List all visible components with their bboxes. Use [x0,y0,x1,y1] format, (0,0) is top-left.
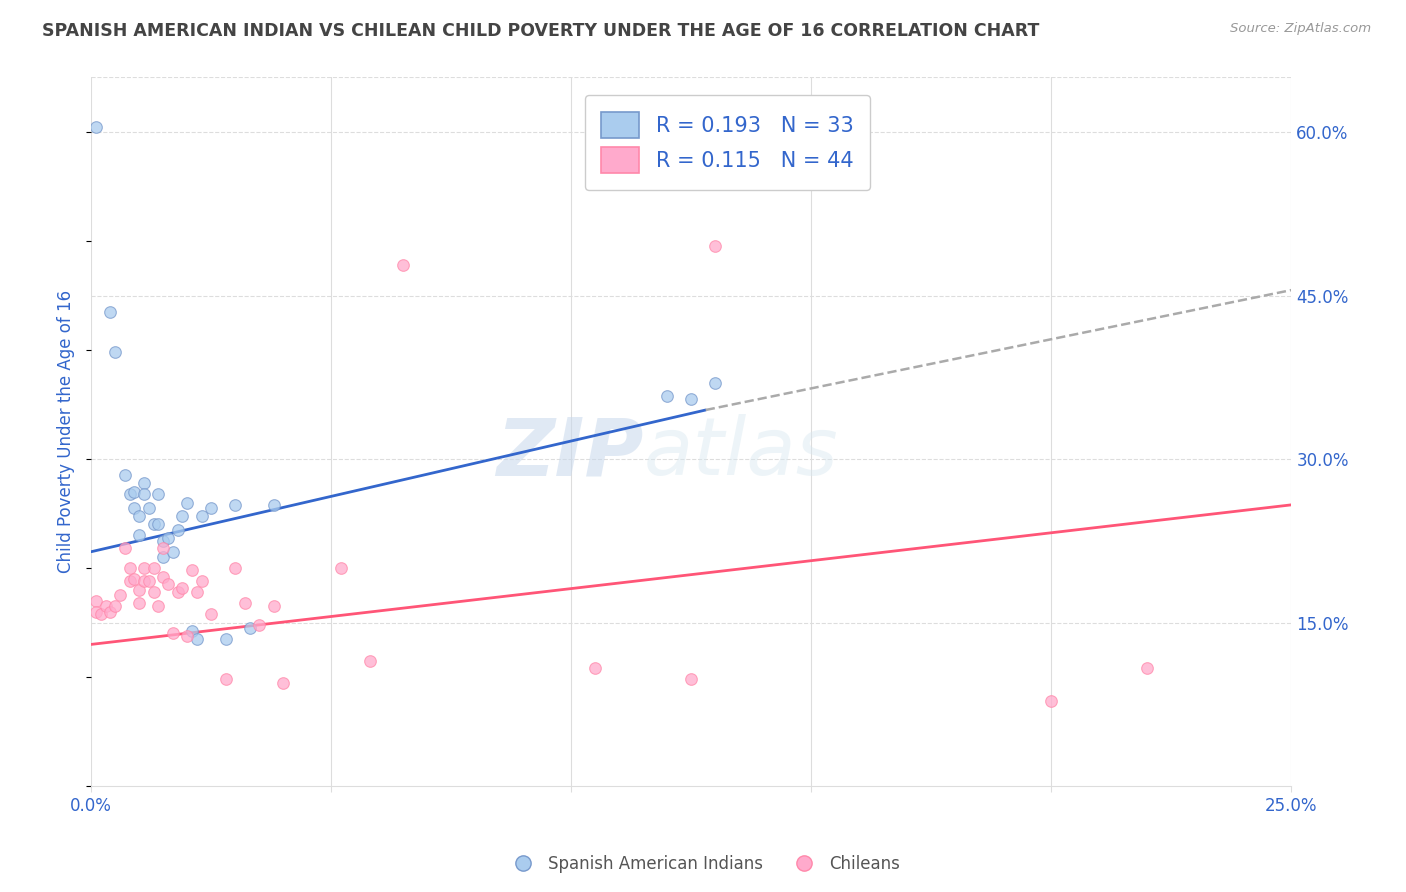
Y-axis label: Child Poverty Under the Age of 16: Child Poverty Under the Age of 16 [58,290,75,574]
Point [118,487,141,501]
Point [152,570,174,584]
Point [329,561,352,575]
Legend: R = 0.193   N = 33, R = 0.115   N = 44: R = 0.193 N = 33, R = 0.115 N = 44 [585,95,870,190]
Point [156,531,179,545]
Point [172,508,194,523]
Point [224,561,246,575]
Point [233,596,256,610]
Point [118,574,141,589]
Point [186,585,208,599]
Point [583,661,606,675]
Text: SPANISH AMERICAN INDIAN VS CHILEAN CHILD POVERTY UNDER THE AGE OF 16 CORRELATION: SPANISH AMERICAN INDIAN VS CHILEAN CHILD… [42,22,1039,40]
Point [142,585,165,599]
Point [132,574,155,589]
Point [148,599,170,614]
Point [114,541,136,556]
Point [94,599,117,614]
Point [214,673,236,687]
Point [128,582,150,597]
Point [152,550,174,565]
Point [162,626,184,640]
Legend: Spanish American Indians, Chileans: Spanish American Indians, Chileans [499,848,907,880]
Point [200,607,222,621]
Point [1040,694,1063,708]
Point [1136,661,1159,675]
Point [132,487,155,501]
Text: atlas: atlas [644,414,838,492]
Point [124,501,146,516]
Point [138,574,160,589]
Point [128,596,150,610]
Point [704,239,727,253]
Point [166,523,188,537]
Point [359,654,381,668]
Point [186,632,208,646]
Point [166,585,188,599]
Point [214,632,236,646]
Point [124,484,146,499]
Point [148,517,170,532]
Text: Source: ZipAtlas.com: Source: ZipAtlas.com [1230,22,1371,36]
Point [247,617,270,632]
Point [142,561,165,575]
Point [128,508,150,523]
Point [84,605,107,619]
Point [142,517,165,532]
Point [124,572,146,586]
Point [271,675,294,690]
Point [224,498,246,512]
Point [181,563,204,577]
Text: ZIP: ZIP [496,414,644,492]
Point [239,621,262,635]
Point [98,605,121,619]
Point [704,376,727,390]
Point [104,345,127,359]
Point [98,305,121,319]
Point [176,496,198,510]
Point [190,574,212,589]
Point [132,476,155,491]
Point [657,389,679,403]
Point [172,581,194,595]
Point [104,599,127,614]
Point [392,258,415,272]
Point [200,501,222,516]
Point [84,594,107,608]
Point [181,624,204,639]
Point [190,508,212,523]
Point [263,599,285,614]
Point [84,120,107,134]
Point [156,577,179,591]
Point [128,528,150,542]
Point [162,545,184,559]
Point [176,629,198,643]
Point [90,607,112,621]
Point [148,487,170,501]
Point [681,392,703,406]
Point [114,468,136,483]
Point [681,673,703,687]
Point [152,533,174,548]
Point [108,588,131,602]
Point [132,561,155,575]
Point [138,501,160,516]
Point [118,561,141,575]
Point [152,541,174,556]
Point [263,498,285,512]
